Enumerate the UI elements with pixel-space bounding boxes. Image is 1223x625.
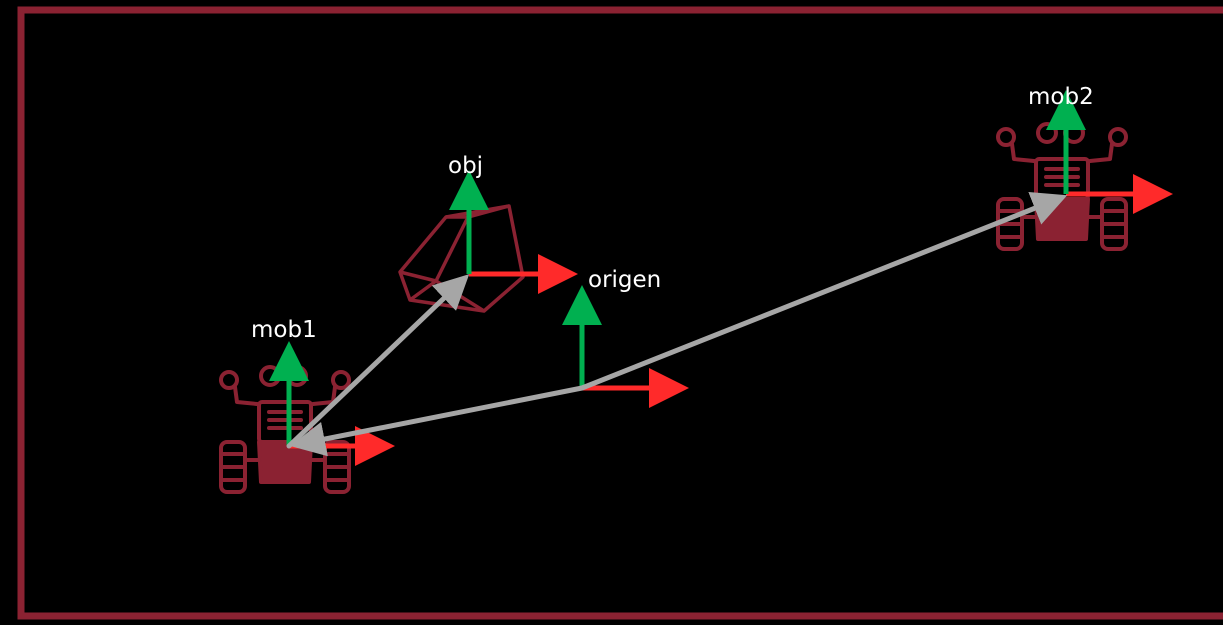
frame-origen — [562, 285, 689, 408]
label-obj: obj — [448, 153, 483, 179]
label-origen: origen — [588, 267, 661, 293]
label-mob1: mob1 — [251, 317, 317, 343]
label-mob2: mob2 — [1028, 84, 1094, 110]
robot-icon — [996, 122, 1128, 251]
vector-origen-to-mob1 — [290, 385, 585, 457]
vector-origen-to-mob2 — [579, 191, 1068, 391]
frame-mob2 — [1046, 90, 1173, 214]
polyhedron-icon — [398, 204, 525, 313]
vector-mob1-to-obj — [286, 274, 470, 449]
frame-obj — [449, 170, 578, 294]
workspace-border — [17, 6, 1223, 620]
robot-icon — [219, 365, 351, 494]
